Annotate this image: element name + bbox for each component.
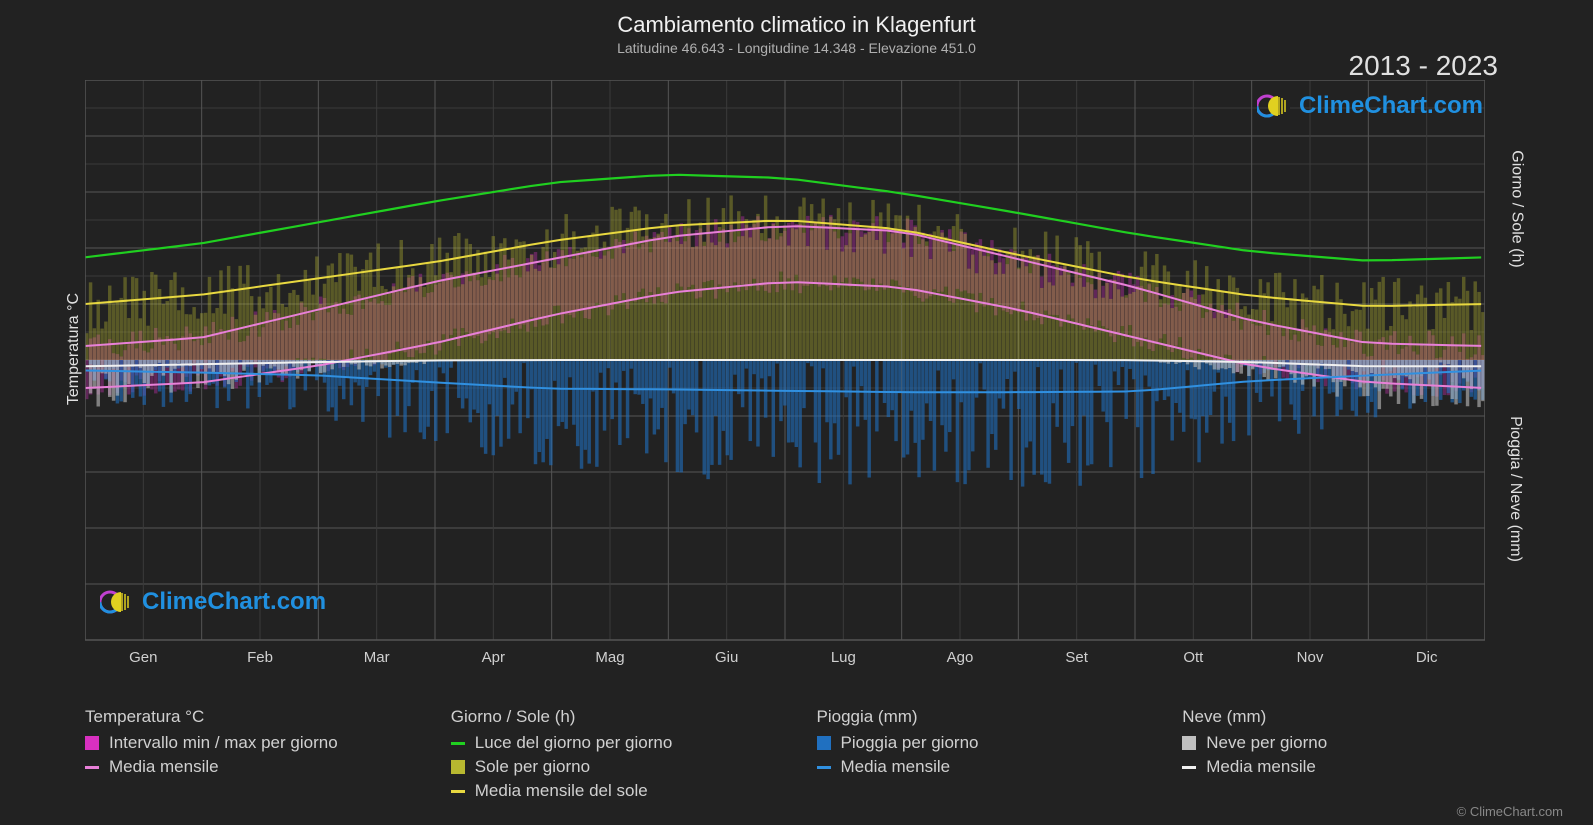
svg-text:Lug: Lug: [831, 649, 856, 666]
legend-group: Giorno / Sole (h) Luce del giorno per gio…: [451, 707, 777, 805]
legend-label: Luce del giorno per giorno: [475, 733, 673, 753]
legend-group-title: Pioggia (mm): [817, 707, 1143, 727]
legend-swatch: [817, 766, 831, 769]
svg-text:Nov: Nov: [1297, 649, 1324, 666]
legend-label: Media mensile: [1206, 757, 1316, 777]
chart-title: Cambiamento climatico in Klagenfurt: [617, 12, 975, 38]
svg-text:Gen: Gen: [129, 649, 157, 666]
legend-swatch: [451, 760, 465, 774]
legend-item: Media mensile del sole: [451, 781, 777, 801]
legend-label: Neve per giorno: [1206, 733, 1327, 753]
svg-text:Apr: Apr: [482, 649, 505, 666]
legend-item: Media mensile: [817, 757, 1143, 777]
svg-text:Mag: Mag: [595, 649, 624, 666]
legend-group-title: Giorno / Sole (h): [451, 707, 777, 727]
svg-text:Mar: Mar: [364, 649, 390, 666]
logo-upper: ClimeChart.com: [1257, 92, 1483, 120]
legend-item: Luce del giorno per giorno: [451, 733, 777, 753]
legend-group: Neve (mm) Neve per giorno Media mensile: [1182, 707, 1508, 805]
legend-swatch: [1182, 766, 1196, 769]
logo-text: ClimeChart.com: [1299, 92, 1483, 120]
svg-text:Set: Set: [1065, 649, 1088, 666]
copyright: © ClimeChart.com: [1457, 804, 1563, 819]
legend-item: Sole per giorno: [451, 757, 777, 777]
logo-lower: ClimeChart.com: [100, 588, 326, 616]
legend-group-title: Neve (mm): [1182, 707, 1508, 727]
legend-swatch: [451, 790, 465, 793]
legend-item: Media mensile: [1182, 757, 1508, 777]
chart-subtitle: Latitudine 46.643 - Longitudine 14.348 -…: [617, 40, 976, 56]
svg-text:Feb: Feb: [247, 649, 273, 666]
logo-icon: [100, 588, 136, 616]
logo-text: ClimeChart.com: [142, 588, 326, 616]
legend-label: Sole per giorno: [475, 757, 590, 777]
legend-group: Pioggia (mm) Pioggia per giorno Media mens…: [817, 707, 1143, 805]
svg-text:Giu: Giu: [715, 649, 738, 666]
legend: Temperatura °C Intervallo min / max per g…: [85, 707, 1508, 805]
svg-text:Dic: Dic: [1416, 649, 1438, 666]
year-range: 2013 - 2023: [1349, 50, 1498, 82]
legend-group: Temperatura °C Intervallo min / max per g…: [85, 707, 411, 805]
legend-label: Media mensile del sole: [475, 781, 648, 801]
legend-item: Media mensile: [85, 757, 411, 777]
y-axis-left-label: Temperatura °C: [65, 293, 83, 405]
svg-text:Ago: Ago: [947, 649, 974, 666]
legend-group-title: Temperatura °C: [85, 707, 411, 727]
legend-item: Pioggia per giorno: [817, 733, 1143, 753]
legend-swatch: [85, 766, 99, 769]
svg-text:Ott: Ott: [1183, 649, 1204, 666]
legend-label: Pioggia per giorno: [841, 733, 979, 753]
y-axis-right-bottom-label: Pioggia / Neve (mm): [1506, 416, 1524, 562]
legend-item: Neve per giorno: [1182, 733, 1508, 753]
legend-item: Intervallo min / max per giorno: [85, 733, 411, 753]
legend-swatch: [85, 736, 99, 750]
legend-label: Media mensile: [109, 757, 219, 777]
legend-label: Intervallo min / max per giorno: [109, 733, 338, 753]
legend-swatch: [451, 742, 465, 745]
legend-label: Media mensile: [841, 757, 951, 777]
y-axis-right-top-label: Giorno / Sole (h): [1507, 150, 1525, 267]
legend-swatch: [817, 736, 831, 750]
legend-swatch: [1182, 736, 1196, 750]
logo-icon: [1257, 92, 1293, 120]
